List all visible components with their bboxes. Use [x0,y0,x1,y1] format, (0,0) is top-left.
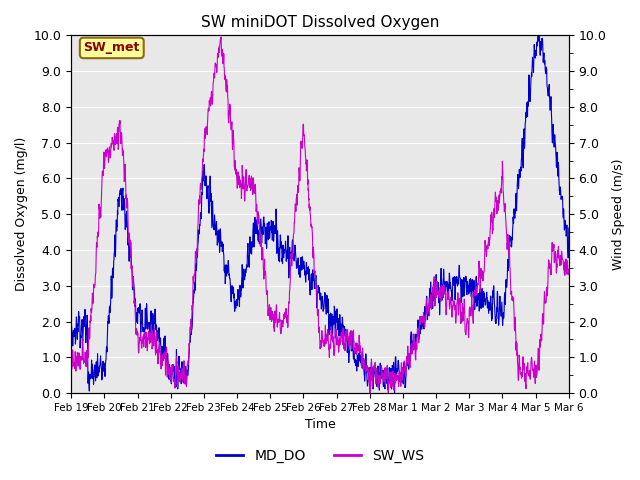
SW_WS [551,257,559,263]
MD_DO [565,225,573,231]
Line: MD_DO: MD_DO [71,36,569,393]
SW_WS [310,244,317,250]
X-axis label: Time: Time [305,419,335,432]
MD_DO [93,364,100,370]
MD_DO [460,284,467,290]
SW_WS [565,266,573,272]
Line: SW_WS: SW_WS [71,37,569,393]
MD_DO [534,33,541,38]
SW_WS [93,240,100,245]
SW_WS [366,390,374,396]
SW_WS [67,360,75,366]
SW_WS [296,164,304,169]
Text: SW_met: SW_met [84,41,140,54]
MD_DO [296,275,304,280]
Y-axis label: Wind Speed (m/s): Wind Speed (m/s) [612,158,625,270]
MD_DO [551,133,559,139]
MD_DO [551,132,559,138]
SW_WS [217,34,225,40]
MD_DO [391,390,399,396]
SW_WS [551,251,559,257]
MD_DO [309,274,317,280]
SW_WS [460,311,467,316]
Title: SW miniDOT Dissolved Oxygen: SW miniDOT Dissolved Oxygen [201,15,439,30]
MD_DO [67,312,75,317]
Legend: MD_DO, SW_WS: MD_DO, SW_WS [210,443,430,468]
Y-axis label: Dissolved Oxygen (mg/l): Dissolved Oxygen (mg/l) [15,137,28,291]
